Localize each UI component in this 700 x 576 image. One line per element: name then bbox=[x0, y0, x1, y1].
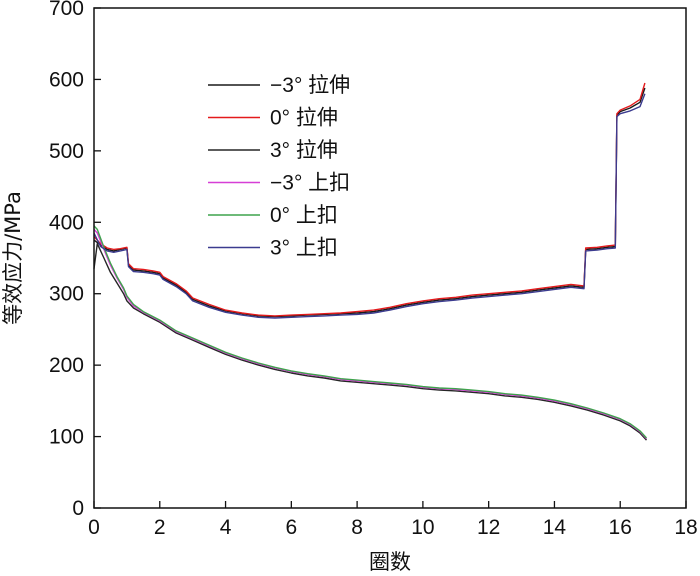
y-tick-label: 200 bbox=[49, 354, 84, 377]
series-line-6 bbox=[93, 93, 646, 319]
series-line-3 bbox=[93, 243, 648, 441]
legend-label: 3° 拉伸 bbox=[270, 139, 338, 162]
y-tick-label: 500 bbox=[49, 140, 84, 163]
y-tick-label: 400 bbox=[49, 211, 84, 234]
x-tick-label: 0 bbox=[88, 516, 100, 539]
series-line-2 bbox=[93, 82, 646, 317]
x-tick-label: 16 bbox=[609, 516, 632, 539]
x-axis-title: 圈数 bbox=[369, 550, 411, 574]
series-lines bbox=[93, 82, 648, 441]
axis-ticks: 0 100 200 300 400 500 600 700 0 2 4 6 8 10 12 14 16 18 bbox=[49, 0, 698, 539]
x-tick-label: 14 bbox=[543, 516, 567, 539]
x-tick-label: 4 bbox=[220, 516, 232, 539]
legend-label: 3° 上扣 bbox=[270, 237, 338, 260]
y-tick-label: 600 bbox=[49, 68, 84, 91]
y-tick-label: 300 bbox=[49, 283, 84, 306]
x-tick-label: 2 bbox=[154, 516, 166, 539]
plot-frame bbox=[93, 7, 687, 509]
y-tick-label: 700 bbox=[49, 0, 84, 20]
x-tick-label: 10 bbox=[411, 516, 434, 539]
x-tick-label: 12 bbox=[477, 516, 500, 539]
legend-label: 0° 拉伸 bbox=[270, 107, 338, 130]
y-axis-title: 等效应力/MPa bbox=[1, 191, 25, 325]
y-tick-label: 0 bbox=[72, 497, 84, 520]
legend-label: −3° 上扣 bbox=[270, 172, 350, 195]
y-tick-label: 100 bbox=[49, 426, 84, 449]
x-tick-label: 6 bbox=[285, 516, 297, 539]
series-line-1 bbox=[93, 87, 646, 318]
legend-label: 0° 上扣 bbox=[270, 204, 338, 227]
x-tick-label: 8 bbox=[351, 516, 363, 539]
legend-label: −3° 拉伸 bbox=[270, 74, 350, 97]
x-tick-label: 18 bbox=[674, 516, 697, 539]
legend: −3° 拉伸 0° 拉伸 3° 拉伸 −3° 上扣 0° 上扣 3° 上扣 bbox=[208, 74, 350, 260]
series-line-5 bbox=[93, 225, 648, 439]
